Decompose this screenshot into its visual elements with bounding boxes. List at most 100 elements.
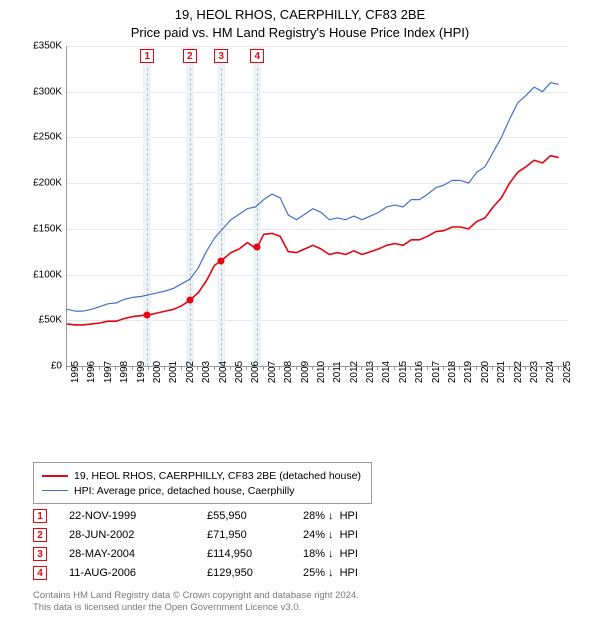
marker-dot xyxy=(218,257,225,264)
diff-suffix: HPI xyxy=(337,529,358,541)
x-tick xyxy=(459,366,460,370)
arrow-down-icon: ↓ xyxy=(328,567,334,579)
page-root: 19, HEOL RHOS, CAERPHILLY, CF83 2BE Pric… xyxy=(0,0,600,620)
x-tick-label: 2009 xyxy=(300,361,311,383)
arrow-down-icon: ↓ xyxy=(328,510,334,522)
x-tick xyxy=(148,366,149,370)
marker-badge: 1 xyxy=(140,49,154,63)
y-tick-label: £200K xyxy=(26,178,62,189)
x-tick-label: 2011 xyxy=(332,361,343,383)
marker-badge: 3 xyxy=(214,49,228,63)
marker-dot xyxy=(254,244,261,251)
diff-percent: 25% xyxy=(303,567,325,579)
transaction-row: 228-JUN-2002£71,95024%↓ HPI xyxy=(33,525,413,544)
series-property xyxy=(67,156,559,325)
transaction-badge: 4 xyxy=(33,566,47,580)
transaction-date: 28-MAY-2004 xyxy=(69,548,207,560)
diff-percent: 18% xyxy=(303,548,325,560)
title-line-1: 19, HEOL RHOS, CAERPHILLY, CF83 2BE xyxy=(0,6,600,24)
x-tick xyxy=(214,366,215,370)
transaction-badge: 3 xyxy=(33,547,47,561)
y-tick-label: £250K xyxy=(26,132,62,143)
x-tick-label: 2002 xyxy=(185,361,196,383)
y-tick-label: £0 xyxy=(26,361,62,372)
x-tick xyxy=(443,366,444,370)
transaction-badge: 1 xyxy=(33,509,47,523)
transaction-row: 3 28-MAY-2004£114,95018%↓ HPI xyxy=(33,544,413,563)
series-hpi xyxy=(67,83,559,312)
x-tick-label: 1995 xyxy=(70,361,81,383)
x-tick-label: 2013 xyxy=(365,361,376,383)
x-tick-label: 2019 xyxy=(463,361,474,383)
transaction-diff: 24%↓ HPI xyxy=(303,529,413,541)
x-tick-label: 2018 xyxy=(447,361,458,383)
y-tick-label: £150K xyxy=(26,223,62,234)
x-tick-label: 2017 xyxy=(431,361,442,383)
x-tick-label: 2024 xyxy=(545,361,556,383)
x-tick xyxy=(66,366,67,370)
legend-item: HPI: Average price, detached house, Caer… xyxy=(42,483,361,498)
x-tick xyxy=(164,366,165,370)
transaction-badge: 2 xyxy=(33,528,47,542)
diff-percent: 24% xyxy=(303,529,325,541)
y-tick-label: £300K xyxy=(26,86,62,97)
x-tick xyxy=(312,366,313,370)
y-tick-label: £100K xyxy=(26,269,62,280)
transaction-price: £114,950 xyxy=(207,548,303,560)
x-tick-label: 2008 xyxy=(283,361,294,383)
x-tick-label: 2025 xyxy=(562,361,573,383)
x-tick xyxy=(525,366,526,370)
x-tick-label: 2022 xyxy=(513,361,524,383)
x-tick-label: 2007 xyxy=(267,361,278,383)
x-tick xyxy=(115,366,116,370)
transaction-price: £71,950 xyxy=(207,529,303,541)
x-tick xyxy=(377,366,378,370)
x-tick-label: 1999 xyxy=(136,361,147,383)
x-tick xyxy=(410,366,411,370)
x-tick-label: 2021 xyxy=(496,361,507,383)
x-tick xyxy=(558,366,559,370)
x-tick-label: 2003 xyxy=(201,361,212,383)
x-tick xyxy=(541,366,542,370)
transaction-diff: 28%↓ HPI xyxy=(303,510,413,522)
legend: 19, HEOL RHOS, CAERPHILLY, CF83 2BE (det… xyxy=(33,462,372,504)
marker-dot xyxy=(186,297,193,304)
marker-dot xyxy=(144,311,151,318)
y-tick-label: £50K xyxy=(26,315,62,326)
transaction-price: £129,950 xyxy=(207,567,303,579)
diff-suffix: HPI xyxy=(337,548,358,560)
x-tick xyxy=(197,366,198,370)
title-block: 19, HEOL RHOS, CAERPHILLY, CF83 2BE Pric… xyxy=(0,6,600,41)
x-tick xyxy=(328,366,329,370)
x-tick xyxy=(509,366,510,370)
transactions-table: 122-NOV-1999£55,95028%↓ HPI228-JUN-2002£… xyxy=(33,506,413,582)
y-tick-label: £350K xyxy=(26,41,62,52)
x-tick xyxy=(394,366,395,370)
transaction-diff: 18%↓ HPI xyxy=(303,548,413,560)
x-tick-label: 1996 xyxy=(86,361,97,383)
transaction-date: 11-AUG-2006 xyxy=(69,567,207,579)
chart-svg xyxy=(67,46,567,366)
x-tick xyxy=(279,366,280,370)
x-tick xyxy=(181,366,182,370)
marker-badge: 4 xyxy=(250,49,264,63)
x-tick xyxy=(99,366,100,370)
diff-suffix: HPI xyxy=(337,510,358,522)
marker-badge: 2 xyxy=(183,49,197,63)
x-tick-label: 2005 xyxy=(234,361,245,383)
x-tick-label: 2010 xyxy=(316,361,327,383)
price-chart: 1234 £0£50K£100K£150K£200K£250K£300K£350… xyxy=(26,46,586,416)
footer-line-1: Contains HM Land Registry data © Crown c… xyxy=(33,590,359,602)
x-tick-label: 2006 xyxy=(250,361,261,383)
x-tick xyxy=(427,366,428,370)
diff-suffix: HPI xyxy=(337,567,358,579)
legend-label: 19, HEOL RHOS, CAERPHILLY, CF83 2BE (det… xyxy=(74,470,361,482)
x-tick-label: 2000 xyxy=(152,361,163,383)
x-tick xyxy=(492,366,493,370)
x-tick-label: 2014 xyxy=(381,361,392,383)
plot-area: 1 2 3 4 xyxy=(66,46,567,367)
arrow-down-icon: ↓ xyxy=(328,548,334,560)
legend-item: 19, HEOL RHOS, CAERPHILLY, CF83 2BE (det… xyxy=(42,468,361,483)
legend-swatch xyxy=(42,490,68,491)
x-tick xyxy=(296,366,297,370)
